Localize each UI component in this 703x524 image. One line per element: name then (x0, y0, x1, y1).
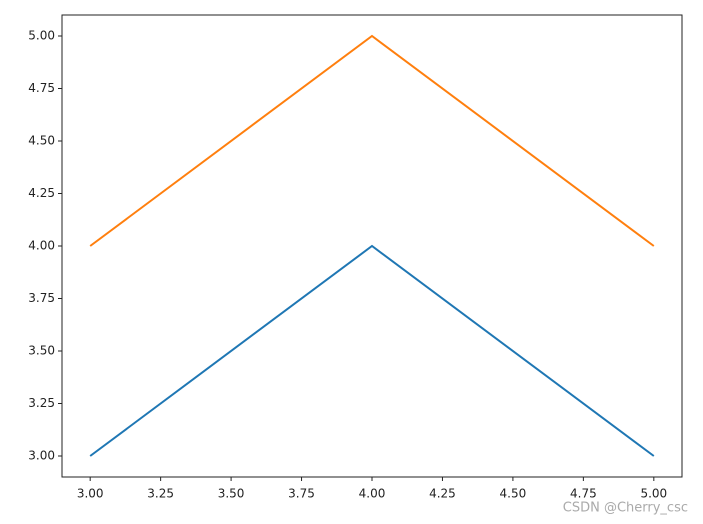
x-tick-label: 4.75 (570, 487, 597, 501)
y-tick-label: 3.25 (28, 396, 55, 410)
y-tick-label: 5.00 (28, 29, 55, 43)
x-tick-label: 4.50 (500, 487, 527, 501)
x-tick-label: 4.00 (359, 487, 386, 501)
line (89, 34, 655, 247)
y-tick-label: 3.50 (28, 344, 55, 358)
x-tick-label: 3.25 (147, 487, 174, 501)
x-tick-label: 4.25 (429, 487, 456, 501)
x-tick-label: 5.00 (640, 487, 667, 501)
y-tick-label: 4.50 (28, 134, 55, 148)
line (89, 244, 655, 457)
y-tick-label: 3.75 (28, 291, 55, 305)
x-tick-label: 3.50 (218, 487, 245, 501)
y-tick-label: 4.25 (28, 186, 55, 200)
y-tick-label: 4.00 (28, 239, 55, 253)
x-tick-label: 3.75 (288, 487, 315, 501)
y-tick-label: 3.00 (28, 449, 55, 463)
x-tick-label: 3.00 (77, 487, 104, 501)
y-tick-label: 4.75 (28, 81, 55, 95)
watermark: CSDN @Cherry_csc (563, 501, 688, 516)
